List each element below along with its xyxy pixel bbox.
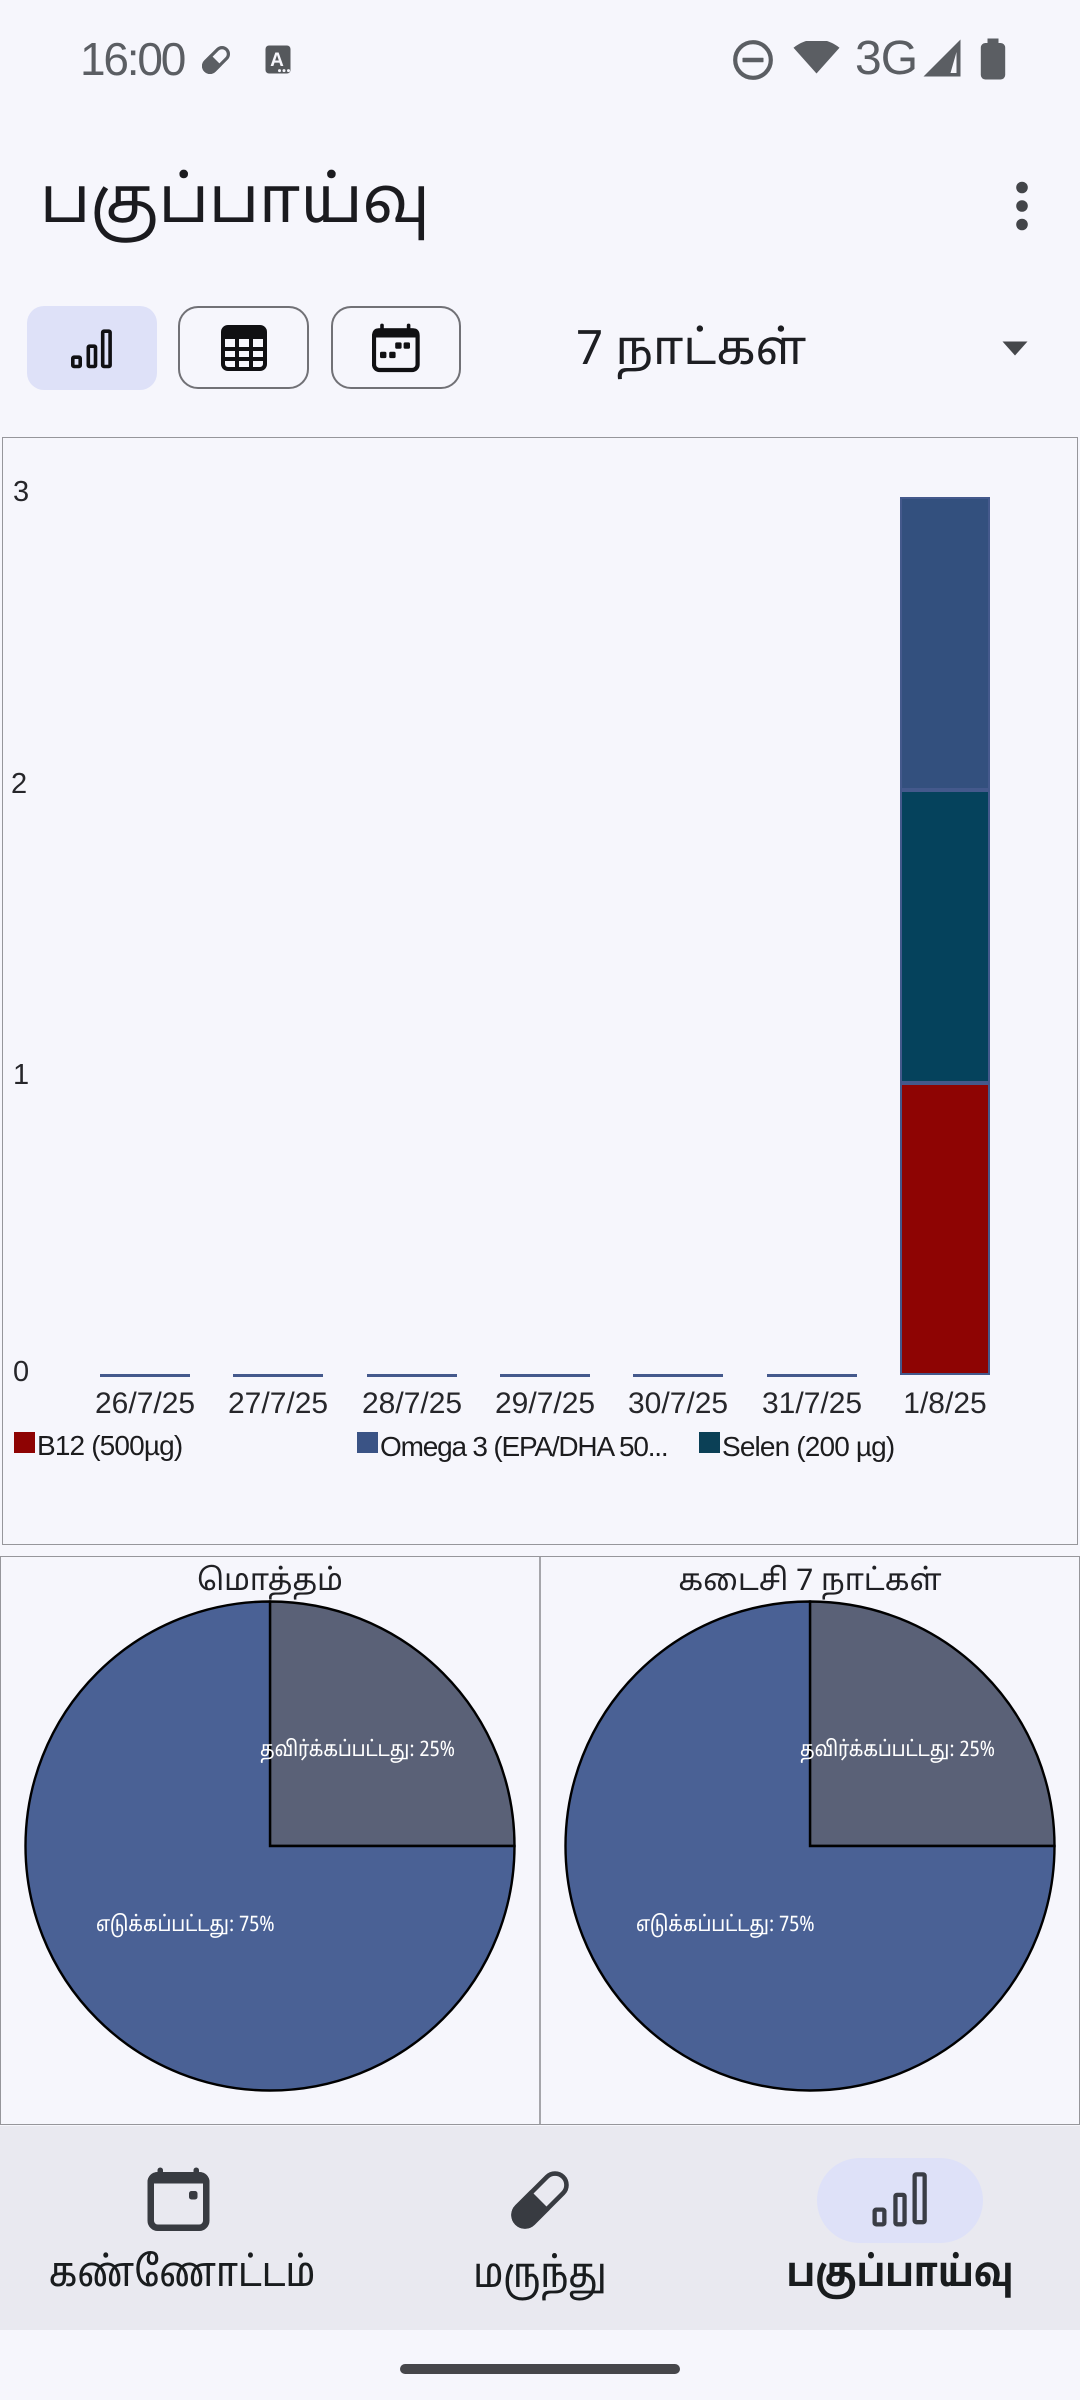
svg-text:A: A [270, 50, 284, 71]
